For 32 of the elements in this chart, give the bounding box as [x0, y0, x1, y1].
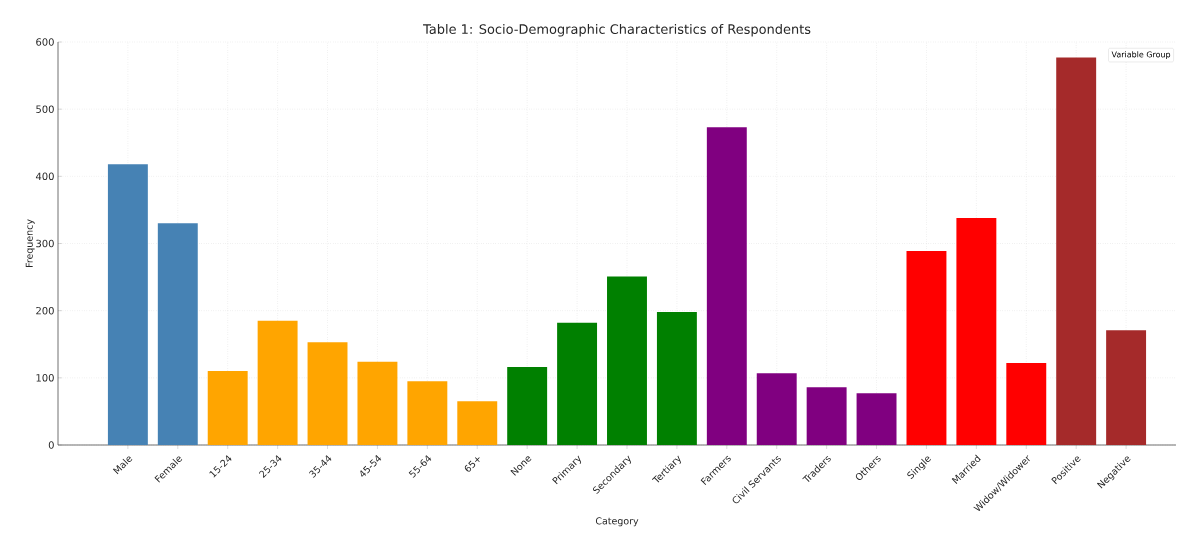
- bar: [457, 401, 498, 445]
- bar: [756, 373, 797, 445]
- bar: [157, 223, 198, 445]
- bar: [1106, 330, 1147, 445]
- y-tick-label: 400: [35, 172, 54, 181]
- y-tick-label: 100: [36, 374, 54, 382]
- bar: [1056, 57, 1097, 445]
- bar: [557, 322, 598, 445]
- y-axis-title: Frequency: [25, 219, 35, 268]
- bar: [207, 371, 248, 445]
- bar: [956, 217, 997, 445]
- bar: [656, 312, 697, 445]
- bar: [107, 164, 148, 445]
- bar: [357, 361, 398, 445]
- bar: [257, 320, 298, 445]
- bar: [507, 367, 548, 445]
- bar: [806, 387, 847, 445]
- y-tick-label: 300: [36, 239, 54, 248]
- bar: [856, 393, 897, 445]
- y-tick-label: 500: [36, 105, 54, 113]
- bar: [307, 342, 348, 445]
- bar: [607, 276, 647, 445]
- bar: [1006, 363, 1047, 445]
- bar: [706, 127, 747, 445]
- bar: [906, 250, 947, 445]
- x-tick-label: 65+: [464, 457, 480, 472]
- y-tick-label: 600: [36, 38, 54, 46]
- y-tick-label: 0: [48, 441, 54, 449]
- chart-title: Table 1: Socio-Demographic Characteristics of Respondents: [423, 23, 811, 37]
- bar: [407, 381, 448, 445]
- y-tick-label: 200: [36, 306, 54, 315]
- x-axis-title: Category: [595, 517, 639, 527]
